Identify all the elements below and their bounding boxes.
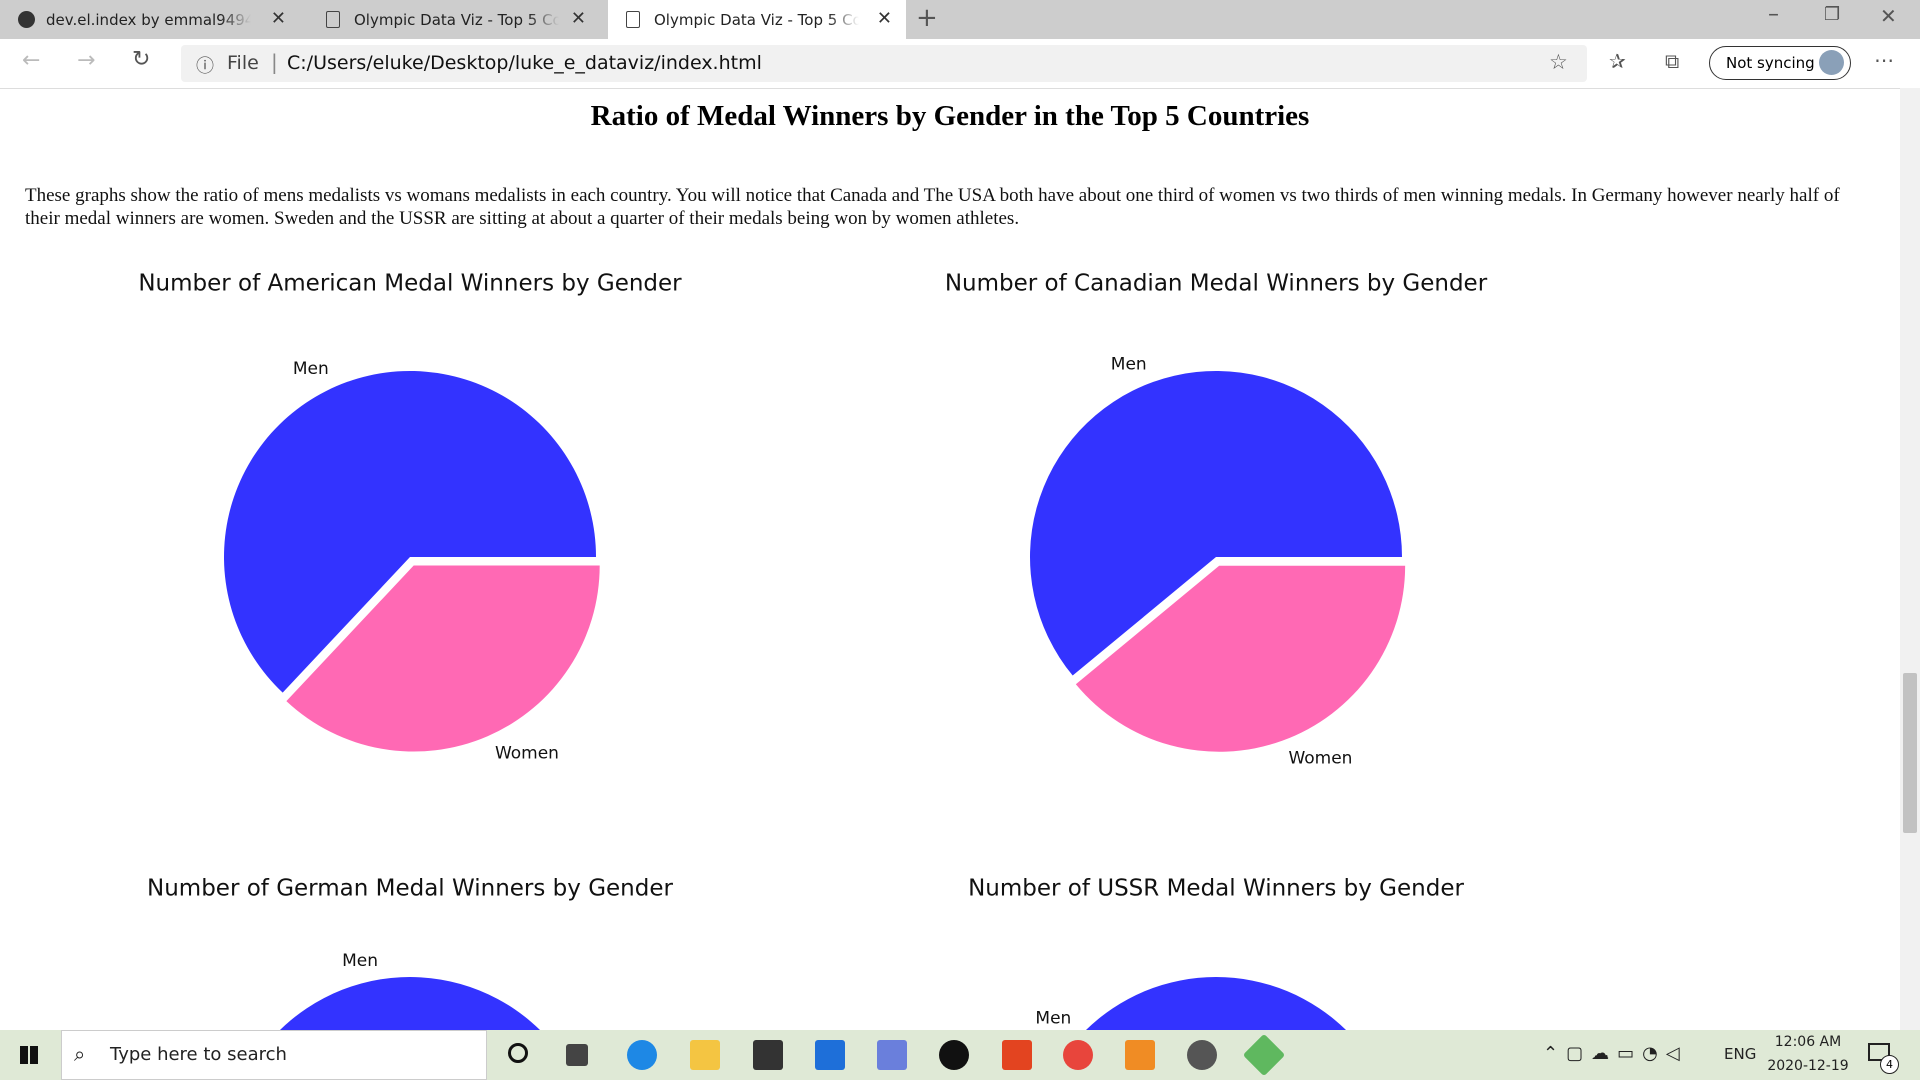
chart-title: Number of USSR Medal Winners by Gender [968,876,1464,902]
scroll-thumb[interactable] [1903,673,1917,833]
forward[interactable]: → [77,48,96,73]
search-box[interactable]: ⌕ Type here to search [61,1030,487,1080]
profile-text: Not syncing [1726,54,1815,72]
separator: | [271,50,278,74]
minimize[interactable]: – [1768,2,1779,27]
close-window[interactable]: ✕ [1880,4,1897,28]
tab-title: Olympic Data Viz - Top 5 Countr [654,10,859,29]
settings-icon[interactable] [1187,1040,1217,1070]
xbox-icon[interactable] [939,1040,969,1070]
tab[interactable]: Olympic Data Viz - Top 5 Countr ✕ [308,0,600,39]
pie-label: Men [1035,1008,1071,1028]
new-tab[interactable]: + [916,3,938,33]
scrollbar[interactable] [1900,88,1920,1030]
office-icon[interactable] [1002,1040,1032,1070]
pie-wedge [224,371,596,693]
chart-title: Number of Canadian Medal Winners by Gend… [945,271,1488,297]
sublime-icon[interactable] [1125,1040,1155,1070]
search-placeholder: Type here to search [110,1044,287,1065]
notification-center[interactable] [1868,1043,1890,1061]
pie-label: Women [495,743,559,763]
pie-label: Men [1111,354,1147,374]
address-field[interactable]: ⓘ File | C:/Users/eluke/Desktop/luke_e_d… [181,45,1587,82]
tab[interactable]: dev.el.index by emmal949450 · P ✕ [0,0,300,39]
close-tab[interactable]: ✕ [570,8,586,29]
pie-label: Men [342,951,378,971]
profile-button[interactable]: Not syncing [1709,46,1851,80]
tray-icons[interactable]: ⌃▢☁▭◔◁ [1543,1043,1688,1064]
search-icon: ⌕ [74,1042,86,1066]
app-icon[interactable] [877,1040,907,1070]
heading: Ratio of Medal Winners by Gender in the … [590,100,1310,132]
mail-icon[interactable] [815,1040,845,1070]
close-tab[interactable]: ✕ [270,8,286,29]
start-button[interactable] [20,1046,38,1064]
clock-time[interactable]: 12:06 AM [1774,1034,1842,1050]
scheme: File [227,52,259,74]
charts: Number of American Medal Winners by Gend… [138,271,1488,1030]
edge-icon[interactable] [627,1040,657,1070]
tab[interactable]: Olympic Data Viz - Top 5 Countr ✕ [608,0,906,39]
clock-date[interactable]: 2020-12-19 [1767,1058,1849,1074]
info-icon: ⓘ [196,56,214,77]
refresh[interactable]: ↻ [132,47,151,72]
store-icon[interactable] [753,1040,783,1070]
pie-wedge [1030,370,1402,676]
cortana[interactable] [508,1043,528,1063]
favorites[interactable]: ✰ [1609,49,1626,73]
pie-wedge [1086,977,1346,1030]
close-tab[interactable]: ✕ [876,8,892,29]
back[interactable]: ← [22,48,41,73]
tab-icon [626,11,640,28]
favorite-star[interactable]: ☆ [1549,50,1568,74]
language[interactable]: ENG [1724,1045,1757,1063]
chart-title: Number of American Medal Winners by Gend… [138,271,682,297]
tab-title: dev.el.index by emmal949450 · P [46,10,251,29]
chrome-icon[interactable] [1063,1040,1093,1070]
url: C:/Users/eluke/Desktop/luke_e_dataviz/in… [287,52,762,74]
tab-icon [18,11,35,28]
pie-wedge [1075,565,1406,752]
tab-icon [326,11,340,28]
collections[interactable]: ⧉ [1665,49,1680,73]
pie-wedge [280,977,540,1030]
notification-count: 4 [1880,1055,1899,1074]
restore[interactable]: ❐ [1824,4,1841,25]
tab-title: Olympic Data Viz - Top 5 Countr [354,10,559,29]
task-view[interactable] [566,1044,588,1066]
avatar [1819,50,1844,75]
more-menu[interactable]: ⋯ [1874,48,1894,72]
pie-wedge [286,565,600,752]
pie-label: Women [1288,748,1352,768]
tab-bar: dev.el.index by emmal949450 · P ✕ Olympic… [0,0,1920,39]
chart-title: Number of German Medal Winners by Gender [147,876,673,902]
explorer-icon[interactable] [690,1040,720,1070]
paragraph: These graphs show the ratio of mens meda… [25,185,1840,229]
page-content: Ratio of Medal Winners by Gender in the … [0,88,1900,1030]
pie-label: Men [293,359,329,379]
